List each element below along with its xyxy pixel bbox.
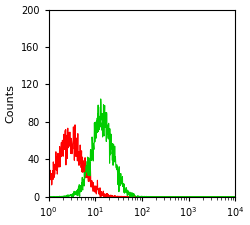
Y-axis label: Counts: Counts xyxy=(6,84,16,123)
